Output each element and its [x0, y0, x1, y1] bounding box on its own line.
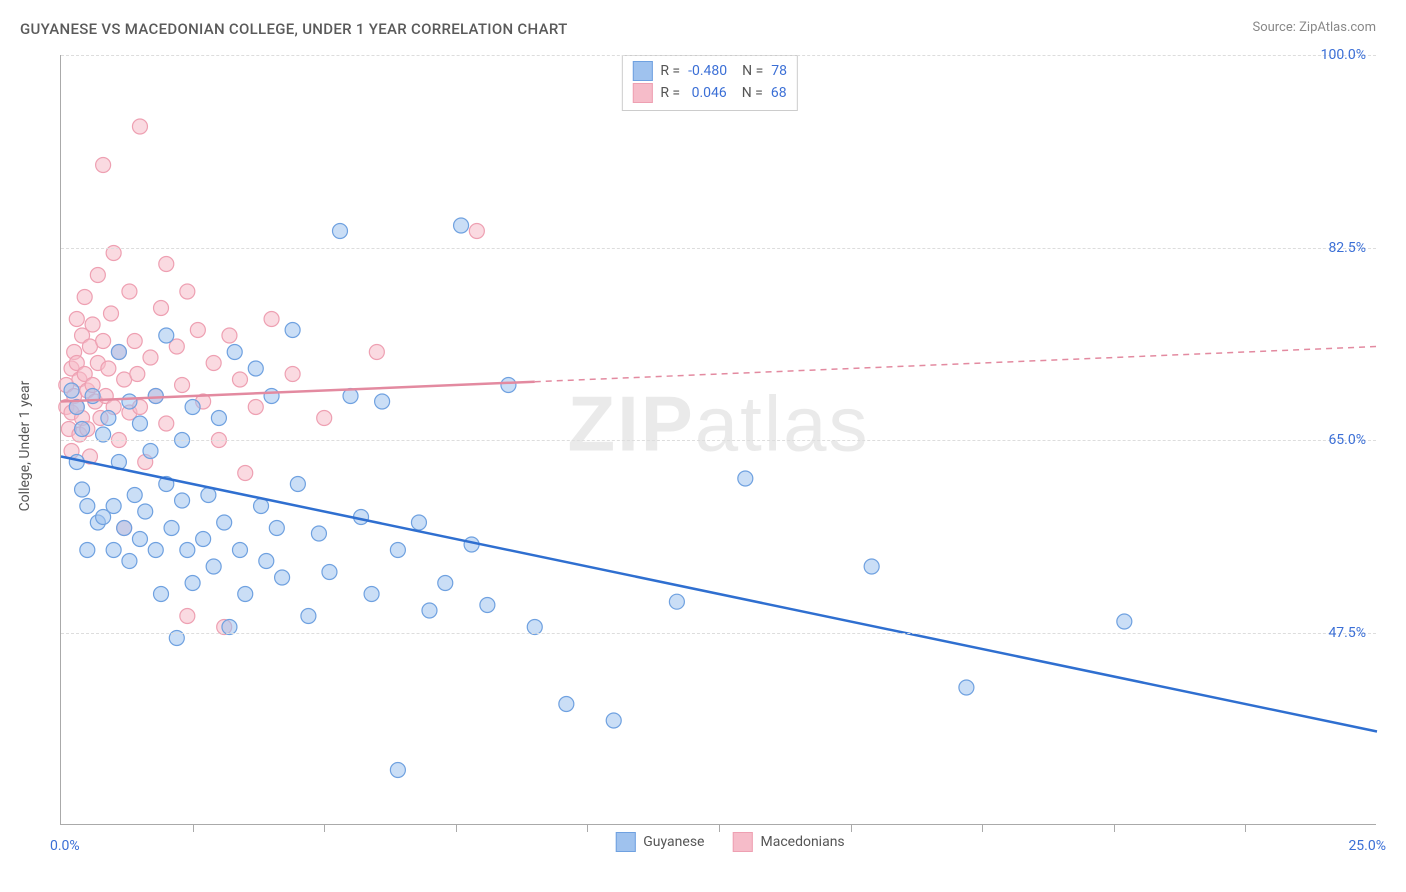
x-tick [719, 824, 720, 832]
x-tick [587, 824, 588, 832]
correlation-row: R = -0.480 N = 78 [632, 60, 787, 82]
n-label: N = [735, 63, 763, 79]
x-tick [982, 824, 983, 832]
r-value: 0.046 [688, 85, 727, 101]
gridline [61, 248, 1376, 249]
y-tick-label: 82.5% [1328, 240, 1366, 256]
x-tick [851, 824, 852, 832]
n-value: 78 [771, 63, 787, 79]
gridline [61, 633, 1376, 634]
chart-plot-area: ZIPatlas R = -0.480 N = 78 R = 0.046 N =… [60, 55, 1376, 825]
correlation-row: R = 0.046 N = 68 [632, 82, 787, 104]
swatch-macedonians [732, 832, 752, 852]
legend-label: Guyanese [643, 834, 704, 850]
swatch-macedonians [632, 83, 652, 103]
x-axis-end-label: 25.0% [1348, 838, 1386, 854]
chart-title: GUYANESE VS MACEDONIAN COLLEGE, UNDER 1 … [20, 20, 568, 38]
legend-item: Macedonians [732, 832, 844, 852]
r-label: R = [660, 85, 680, 101]
r-value: -0.480 [688, 63, 727, 79]
x-tick [456, 824, 457, 832]
y-tick-label: 47.5% [1328, 625, 1366, 641]
series-legend: Guyanese Macedonians [615, 832, 844, 852]
swatch-guyanese [632, 61, 652, 81]
legend-item: Guyanese [615, 832, 704, 852]
x-axis-origin-label: 0.0% [50, 838, 80, 854]
n-value: 68 [771, 85, 787, 101]
swatch-guyanese [615, 832, 635, 852]
r-label: R = [660, 63, 680, 79]
gridline [61, 55, 1376, 56]
y-axis-label: College, Under 1 year [17, 381, 33, 512]
x-tick [1114, 824, 1115, 832]
x-tick [1245, 824, 1246, 832]
legend-label: Macedonians [760, 834, 844, 850]
correlation-legend: R = -0.480 N = 78 R = 0.046 N = 68 [621, 55, 798, 111]
y-tick-label: 65.0% [1328, 432, 1366, 448]
x-tick [324, 824, 325, 832]
n-label: N = [735, 85, 763, 101]
gridline [61, 440, 1376, 441]
x-tick [193, 824, 194, 832]
source-attribution: Source: ZipAtlas.com [1252, 20, 1376, 35]
y-tick-label: 100.0% [1321, 47, 1366, 63]
